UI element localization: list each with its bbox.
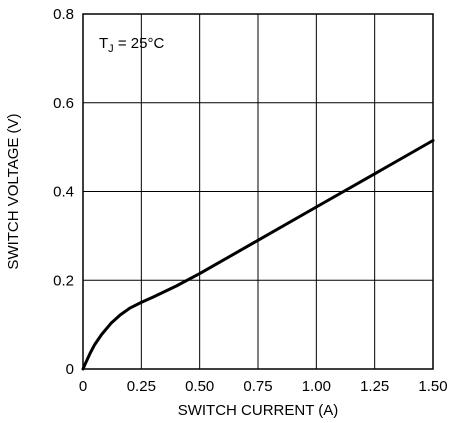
x-axis-title: SWITCH CURRENT (A) [178,402,339,419]
y-tick-label: 0 [66,361,74,378]
x-tick-labels: 0 0.25 0.50 0.75 1.00 1.25 1.50 [79,378,448,395]
x-tick-label: 1.00 [302,378,331,395]
annotation-suffix: = 25°C [114,35,165,52]
x-tick-label: 0 [79,378,87,395]
x-tick-label: 0.50 [185,378,214,395]
annotation-prefix: T [99,35,108,52]
annotation-subscript: J [108,43,114,55]
x-tick-label: 0.75 [243,378,272,395]
y-tick-labels: 0 0.2 0.4 0.6 0.8 [53,6,74,378]
plot-frame [82,13,434,370]
x-tick-label: 0.25 [127,378,156,395]
y-tick-label: 0.4 [53,184,74,201]
temperature-annotation: TJ = 25°C [99,35,164,55]
x-tick-label: 1.50 [418,378,447,395]
series-line [81,139,435,371]
y-axis-title: SWITCH VOLTAGE (V) [5,113,22,269]
grid [83,14,433,369]
y-tick-label: 0.6 [53,95,74,112]
y-tick-label: 0.2 [53,272,74,289]
x-tick-label: 1.25 [360,378,389,395]
y-tick-label: 0.8 [53,6,74,23]
